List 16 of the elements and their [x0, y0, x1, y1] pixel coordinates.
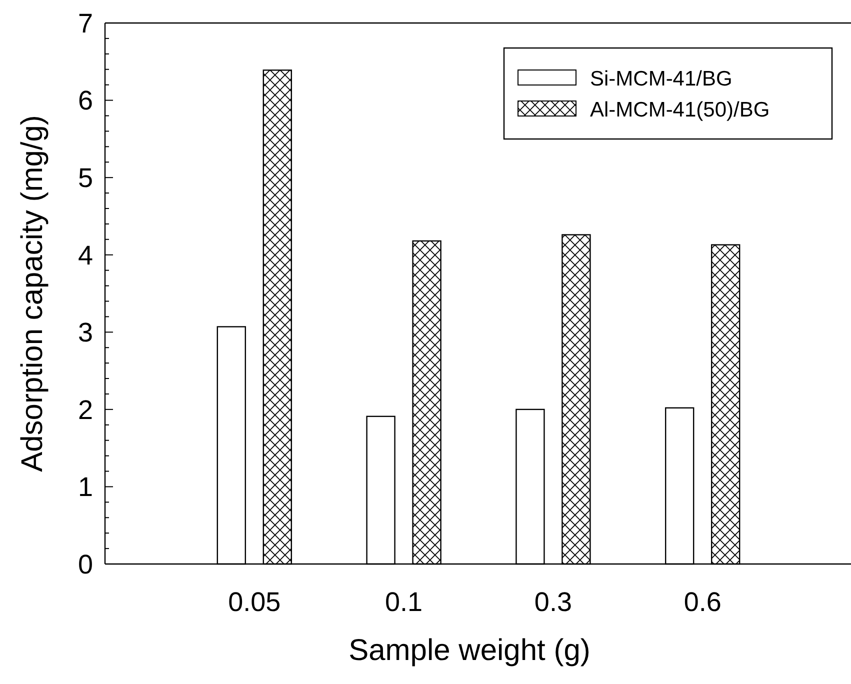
- y-tick-label: 5: [78, 163, 93, 194]
- y-axis-title: Adsorption capacity (mg/g): [16, 115, 49, 472]
- y-tick-label: 0: [78, 549, 93, 580]
- x-tick-label: 0.6: [684, 587, 722, 617]
- legend-label: Al-MCM-41(50)/BG: [590, 98, 770, 122]
- x-tick-label: 0.05: [228, 587, 281, 617]
- y-tick-label: 1: [78, 472, 93, 502]
- legend-label: Si-MCM-41/BG: [590, 67, 732, 90]
- y-tick-label: 4: [78, 240, 93, 270]
- y-tick-label: 2: [78, 394, 93, 425]
- x-axis-title: Sample weight (g): [348, 634, 590, 667]
- y-tick-label: 7: [78, 8, 93, 38]
- x-tick-label: 0.3: [534, 587, 572, 617]
- y-tick-label: 3: [78, 318, 93, 348]
- y-tick-label: 6: [78, 86, 93, 116]
- x-tick-label: 0.1: [385, 587, 423, 617]
